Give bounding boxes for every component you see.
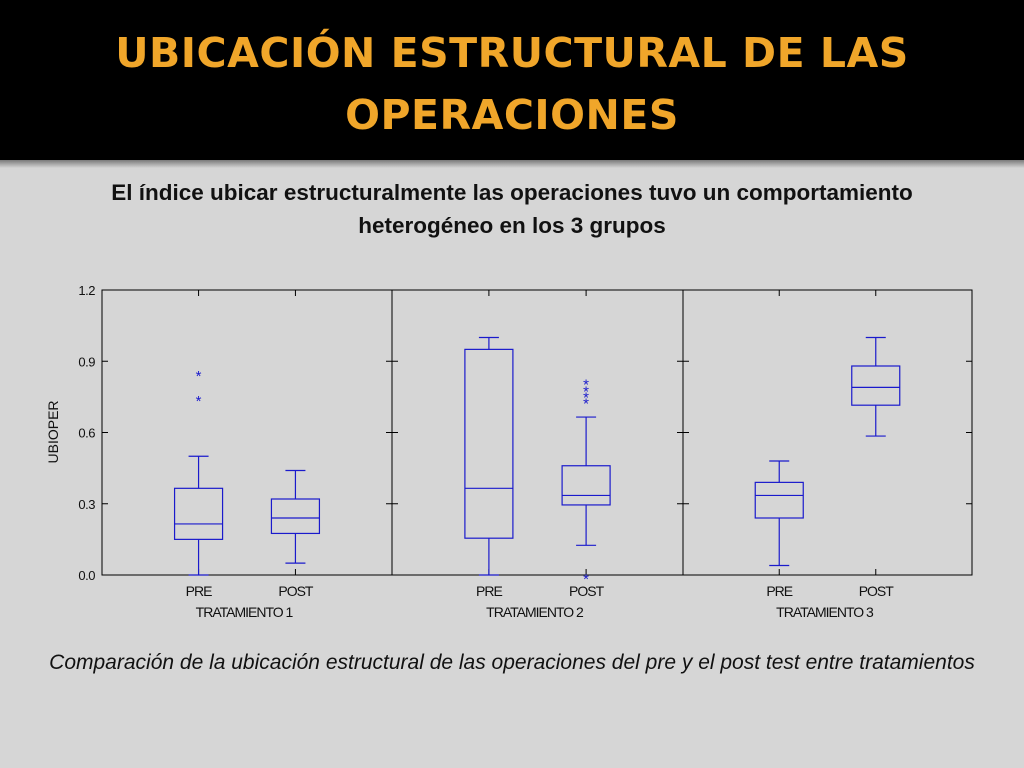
- panel-frame: [391, 289, 684, 576]
- panel-label: TRATAMIENTO 1: [196, 604, 294, 620]
- slide-title: UBICACIÓN ESTRUCTURAL DE LAS OPERACIONES: [115, 29, 909, 139]
- box: [754, 460, 804, 567]
- y-tick-label: 0.0: [78, 568, 95, 583]
- outlier-marker: *: [583, 376, 589, 393]
- slide-caption: Comparación de la ubicación estructural …: [49, 651, 975, 674]
- x-tick-label: PRE: [476, 583, 502, 599]
- slide-subtitle: El índice ubicar estructuralmente las op…: [111, 180, 913, 238]
- box-body: [754, 481, 804, 519]
- y-tick-label: 1.2: [78, 283, 95, 298]
- panel-label: TRATAMIENTO 2: [486, 604, 584, 620]
- outlier-marker: *: [583, 571, 589, 588]
- box-body: [561, 465, 611, 506]
- x-tick-label: POST: [569, 583, 605, 599]
- outlier-marker: *: [196, 368, 202, 385]
- y-tick-label: 0.9: [78, 354, 95, 369]
- outlier-marker: *: [583, 389, 589, 406]
- x-tick-label: POST: [859, 583, 895, 599]
- box: **: [173, 368, 224, 576]
- box: [464, 336, 514, 576]
- outlier-marker: *: [583, 395, 589, 412]
- outlier-marker: *: [583, 383, 589, 400]
- title-bar: [0, 0, 1024, 160]
- x-tick-label: POST: [278, 583, 314, 599]
- panel-frame: [682, 289, 973, 576]
- box: [270, 469, 321, 564]
- panel: PRE POST TRATAMIENTO 3: [682, 289, 973, 620]
- y-tick-label: 0.3: [78, 497, 95, 512]
- outlier-marker: *: [196, 393, 202, 410]
- y-tick-labels: 0.0 0.3 0.6 0.9 1.2: [78, 283, 95, 583]
- panel-frame: [101, 289, 393, 576]
- box: [851, 336, 901, 437]
- y-axis-label: UBIOPER: [45, 400, 61, 463]
- panel-label: TRATAMIENTO 3: [776, 604, 874, 620]
- box-body: [851, 365, 901, 406]
- x-tick-label: PRE: [186, 583, 212, 599]
- box-body: [464, 348, 514, 539]
- boxplot-chart: UBIOPER 0.00.30.60.91.2 **PRE POSTTRATAMI…: [45, 283, 973, 620]
- box: *****: [561, 376, 611, 588]
- x-tick-label: PRE: [766, 583, 792, 599]
- title-bar-shadow: [0, 160, 1024, 168]
- box-body: [270, 498, 321, 535]
- y-tick-label: 0.6: [78, 426, 95, 441]
- box-body: [173, 487, 224, 540]
